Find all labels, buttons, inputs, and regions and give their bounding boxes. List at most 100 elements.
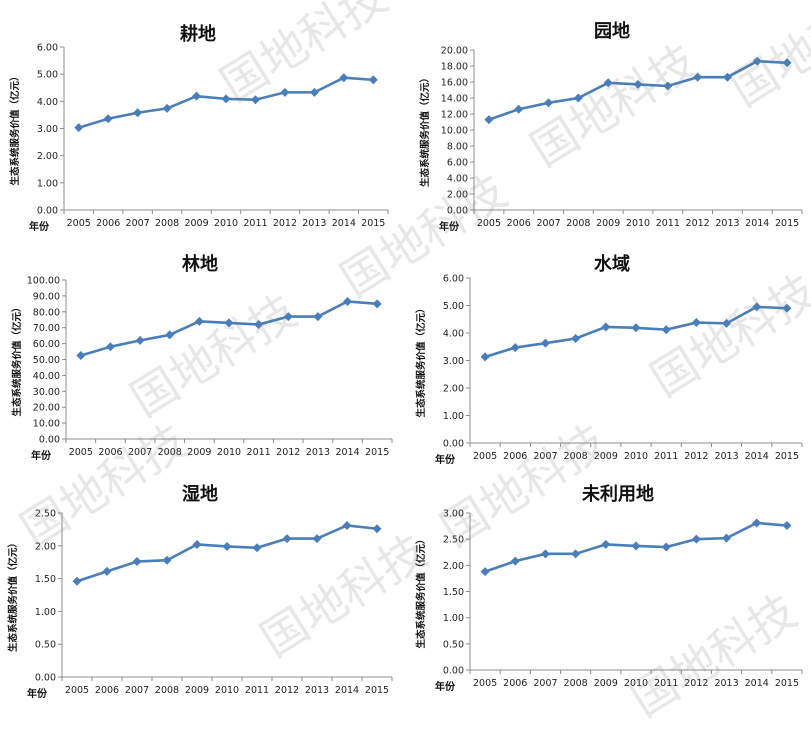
y-axis-label: 生态系统服务价值（亿元） [415,534,427,648]
chart-panel-4: 湿地 0.00 0.50 1.00 1.50 2.00 2.50 2005 2006 2007 20… [7,483,393,700]
y-tick-label: 1.00 [443,613,464,624]
y-tick-label: 20.00 [441,46,468,57]
data-point [282,534,292,544]
y-tick-label: 70.00 [33,323,60,334]
data-point [372,299,382,309]
y-tick-label: 12.00 [441,110,468,121]
data-point [661,542,671,552]
data-point [339,73,349,83]
x-tick-label: 2010 [215,685,239,696]
data-point [74,123,84,133]
y-tick-label: 1.00 [35,607,56,618]
y-tick-label: 1.00 [37,178,58,189]
x-tick-label: 2007 [128,447,152,458]
data-point [480,567,490,577]
x-tick-label: 2009 [594,678,618,689]
y-tick-label: 2.00 [443,561,464,572]
data-point [132,557,142,567]
y-tick-label: 0.00 [37,206,58,217]
data-point [162,103,172,113]
x-tick-label: 2007 [533,678,557,689]
data-point [192,539,202,549]
x-tick-label: 2015 [365,447,389,458]
data-point [342,520,352,530]
x-tick-label: 2015 [775,678,799,689]
data-point [102,566,112,576]
data-point [250,95,260,105]
data-point [722,318,732,328]
x-tick-label: 2015 [365,685,389,696]
data-point [192,91,202,101]
chart-panel-0: 耕地 0.00 1.00 2.00 3.00 4.00 5.00 6.00 2005 2006 20… [9,23,389,233]
y-tick-label: 6.00 [443,274,464,285]
data-point [252,543,262,553]
data-point [368,75,378,85]
data-point [221,94,231,104]
x-axis-label: 年份 [439,220,460,233]
x-tick-label: 2008 [158,447,182,458]
chart-title: 未利用地 [582,483,654,505]
x-tick-label: 2015 [361,218,385,229]
data-point [571,549,581,559]
x-axis-label: 年份 [29,220,50,233]
y-tick-label: 4.00 [37,97,58,108]
x-tick-label: 2011 [656,218,680,229]
data-point [631,541,641,551]
y-tick-label: 5.00 [443,301,464,312]
x-tick-label: 2005 [473,678,497,689]
data-point [691,534,701,544]
y-tick-label: 3.00 [37,124,58,135]
data-point [782,58,792,68]
y-axis-label: 生态系统服务价值（亿元） [415,303,427,417]
x-tick-label: 2012 [684,678,708,689]
chart-title: 林地 [182,253,218,275]
x-tick-label: 2007 [126,218,150,229]
data-point [194,316,204,326]
data-point [601,539,611,549]
data-point [752,56,762,66]
series-line [76,524,378,583]
chart-panel-1: 园地 0.00 2.00 4.00 6.00 8.00 10.00 12.00 14.00 16.… [419,20,803,233]
x-tick-label: 2014 [745,451,769,462]
data-point [631,323,641,333]
data-point [372,524,382,534]
x-tick-label: 2013 [306,447,330,458]
data-point [514,104,524,114]
chart-panel-2: 林地 0.00 10.00 20.00 30.00 40.00 50.00 60.00 70.0… [11,253,393,462]
y-axis-label: 生态系统服务价值（亿元） [419,73,431,187]
x-tick-label: 2005 [477,218,501,229]
y-tick-label: 14.00 [441,94,468,105]
y-tick-label: 100.00 [27,276,60,287]
x-tick-label: 2005 [65,685,89,696]
x-tick-label: 2008 [155,218,179,229]
data-point [254,320,264,330]
x-tick-label: 2008 [155,685,179,696]
y-tick-label: 60.00 [33,339,60,350]
y-tick-label: 0.00 [35,673,56,684]
y-tick-label: 0.00 [443,666,464,677]
data-point [283,312,293,322]
y-axis-label: 生态系统服务价值（亿元） [11,302,23,416]
data-point [309,87,319,97]
series-line [80,300,378,357]
x-tick-label: 2006 [95,685,119,696]
x-tick-label: 2011 [247,447,271,458]
x-tick-label: 2005 [69,447,93,458]
y-tick-label: 16.00 [441,78,468,89]
data-point [782,303,792,313]
data-point [312,534,322,544]
x-axis-label: 年份 [27,687,48,700]
x-tick-label: 2007 [536,218,560,229]
chart-title: 耕地 [180,23,216,45]
y-tick-label: 8.00 [447,142,468,153]
y-tick-label: 4.00 [443,329,464,340]
x-tick-label: 2009 [596,218,620,229]
chart-title: 湿地 [182,483,218,505]
data-point [510,343,520,353]
x-tick-label: 2015 [775,218,799,229]
y-tick-label: 18.00 [441,62,468,73]
data-point [162,555,172,565]
data-point [224,318,234,328]
x-tick-label: 2009 [184,218,208,229]
x-tick-label: 2006 [98,447,122,458]
